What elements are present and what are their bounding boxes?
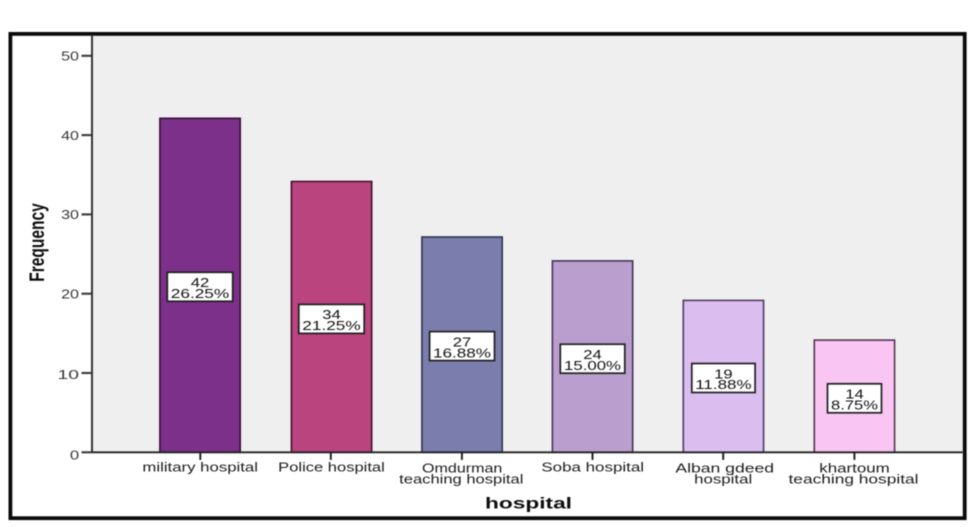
svg-text:0: 0: [70, 447, 79, 462]
svg-text:24: 24: [583, 347, 602, 362]
svg-text:20: 20: [61, 287, 79, 302]
svg-text:30: 30: [61, 207, 79, 222]
svg-text:16.88%: 16.88%: [433, 345, 491, 360]
svg-text:50: 50: [61, 49, 79, 64]
svg-text:khartoum: khartoum: [819, 460, 890, 475]
svg-text:military hospital: military hospital: [142, 459, 258, 474]
svg-text:teaching hospital: teaching hospital: [789, 471, 919, 486]
svg-text:hospital: hospital: [485, 496, 572, 513]
svg-text:10: 10: [58, 367, 80, 382]
svg-text:teaching hospital: teaching hospital: [399, 471, 523, 486]
svg-text:19: 19: [714, 366, 733, 381]
svg-text:27: 27: [453, 334, 472, 349]
svg-text:26.25%: 26.25%: [171, 286, 230, 301]
svg-text:34: 34: [322, 307, 341, 322]
svg-text:Frequency: Frequency: [25, 203, 49, 282]
svg-text:Omdurman: Omdurman: [422, 460, 502, 475]
svg-text:Soba hospital: Soba hospital: [541, 459, 644, 474]
svg-text:14: 14: [845, 387, 864, 402]
svg-text:Police hospital: Police hospital: [278, 459, 385, 474]
svg-text:8.75%: 8.75%: [831, 398, 879, 413]
svg-text:21.25%: 21.25%: [302, 318, 361, 333]
svg-text:15.00%: 15.00%: [564, 358, 622, 373]
svg-text:11.88%: 11.88%: [695, 377, 752, 392]
svg-text:Alban gdeed: Alban gdeed: [675, 460, 774, 475]
svg-text:42: 42: [191, 275, 210, 290]
svg-text:hospital: hospital: [694, 471, 752, 486]
svg-text:40: 40: [61, 128, 79, 143]
